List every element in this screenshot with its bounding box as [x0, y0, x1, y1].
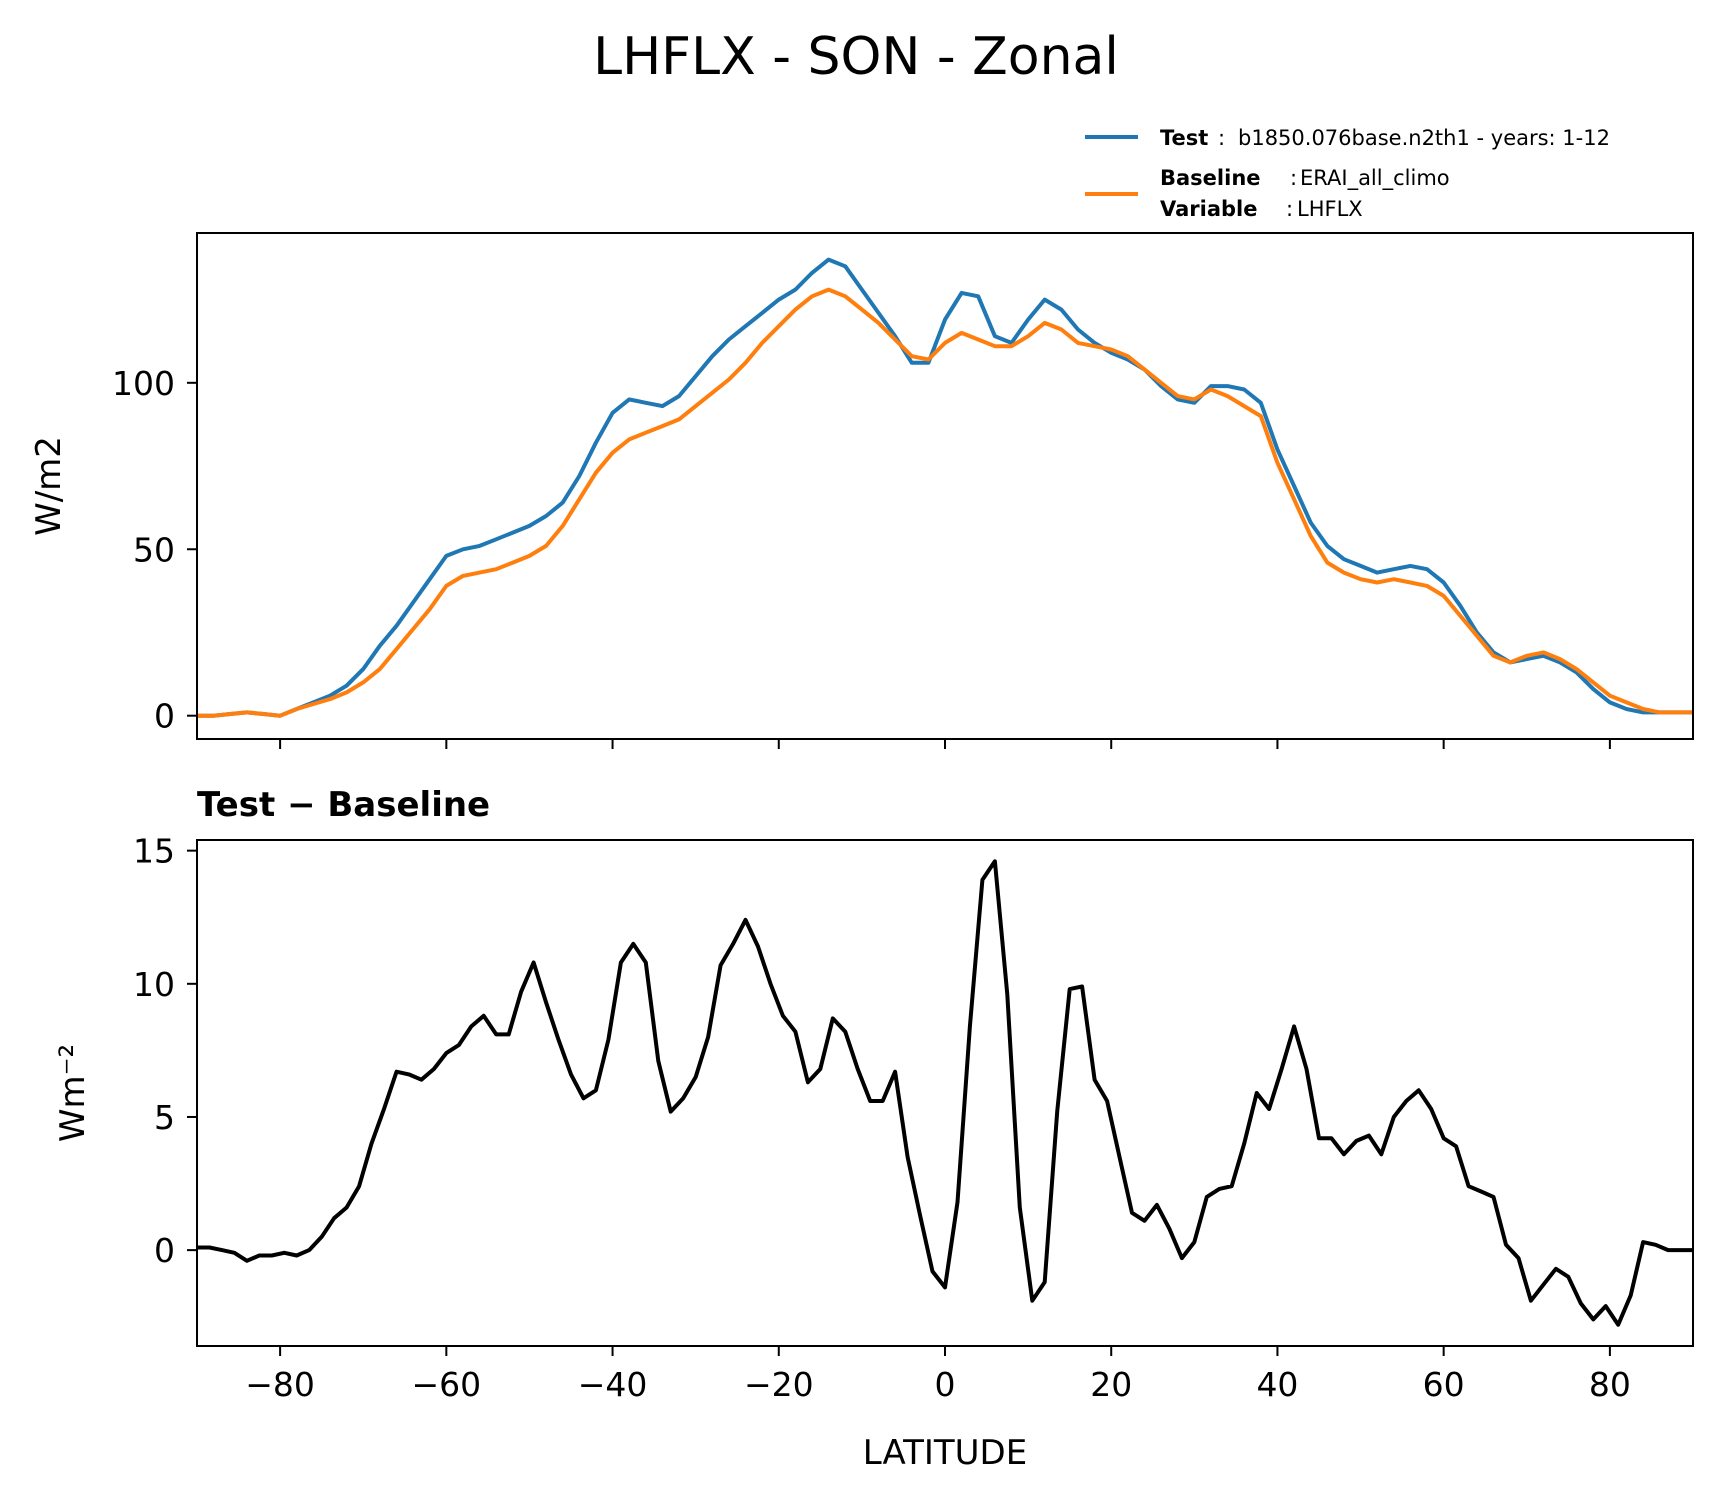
legend: Test : b1850.076base.n2th1 - years: 1-12…: [1085, 126, 1610, 221]
legend-test-sep: :: [1218, 126, 1225, 150]
legend-test-key: Test: [1160, 126, 1208, 150]
difference-xtick-label-2: −40: [578, 1365, 648, 1404]
legend-baseline-sep: :: [1290, 166, 1297, 190]
zonal-mean-ytick-label-1: 50: [133, 530, 175, 569]
difference-frame: [196, 839, 1694, 1347]
difference-xtick-label-5: 20: [1090, 1365, 1132, 1404]
difference-xtick-label-0: −80: [245, 1365, 315, 1404]
difference-xtick-label-3: −20: [744, 1365, 814, 1404]
zonal-mean-plot-area: 0 50 100: [112, 257, 1693, 749]
zonal-mean-series-test-line: [197, 257, 1693, 718]
difference-ytick-label-3: 15: [133, 832, 175, 871]
legend-baseline-key: Baseline: [1160, 166, 1261, 190]
difference-xtick-label-1: −60: [412, 1365, 482, 1404]
difference-ytick-label-2: 10: [133, 965, 175, 1004]
difference-xtick-label-4: 0: [935, 1365, 956, 1404]
difference-xtick-label-7: 60: [1423, 1365, 1465, 1404]
difference-panel: Test − Baseline 0 5 10 15 −80 −60 −40 −20 0 20 40 6…: [53, 785, 1694, 1473]
figure-title: LHFLX - SON - Zonal: [593, 27, 1119, 87]
difference-ytick-label-0: 0: [154, 1231, 175, 1270]
zonal-mean-panel: 0 50 100 W/m2: [29, 232, 1694, 749]
difference-ylabel: Wm⁻²: [53, 1044, 93, 1142]
zonal-mean-ytick-label-0: 0: [154, 697, 175, 736]
legend-baseline-value: ERAI_all_climo: [1300, 166, 1450, 191]
legend-variable-sep: :: [1286, 197, 1293, 221]
difference-plot-area: 0 5 10 15 −80 −60 −40 −20 0 20 40 60 80: [133, 832, 1693, 1404]
difference-xtick-label-6: 40: [1256, 1365, 1298, 1404]
difference-xlabel: LATITUDE: [863, 1433, 1027, 1473]
legend-variable-key: Variable: [1160, 197, 1257, 221]
zonal-mean-ylabel: W/m2: [29, 436, 69, 536]
zonal-mean-series-baseline-line: [197, 287, 1693, 718]
legend-test-value: b1850.076base.n2th1 - years: 1-12: [1238, 126, 1610, 150]
zonal-mean-ytick-label-2: 100: [112, 364, 175, 403]
difference-ytick-label-1: 5: [154, 1098, 175, 1137]
zonal-mean-frame: [196, 232, 1694, 740]
difference-series-difference-line: [197, 859, 1693, 1327]
difference-title: Test − Baseline: [197, 785, 490, 825]
legend-variable-value: LHFLX: [1297, 197, 1363, 221]
difference-xtick-label-8: 80: [1589, 1365, 1631, 1404]
